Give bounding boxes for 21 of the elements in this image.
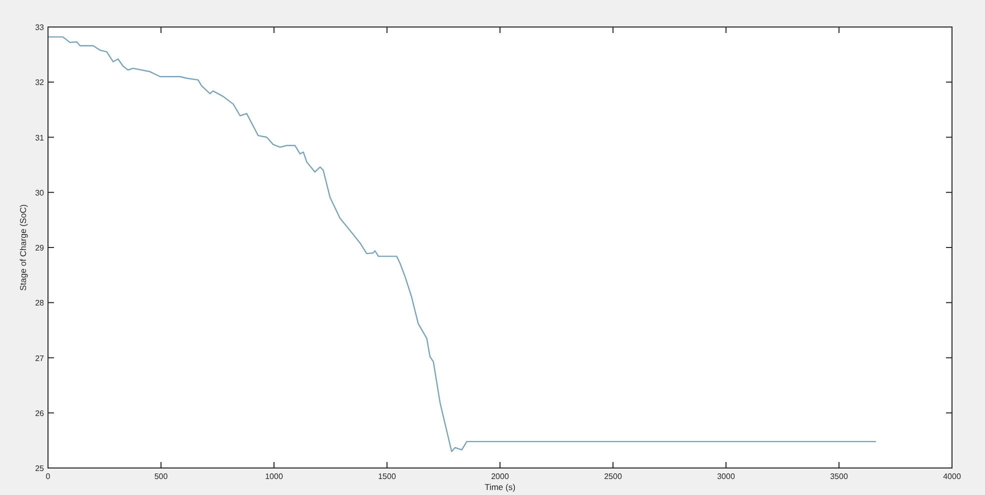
x-axis-title: Time (s) (484, 482, 516, 492)
y-tick-label: 26 (35, 408, 45, 418)
y-tick-label: 25 (35, 464, 45, 473)
x-tick-label: 2500 (604, 472, 622, 481)
x-tick-label: 2000 (491, 472, 510, 481)
y-tick-label: 33 (35, 23, 45, 32)
y-tick-label: 29 (35, 244, 45, 252)
x-tick-label: 1500 (378, 472, 396, 481)
y-tick-label: 31 (35, 133, 45, 142)
x-tick-label: 4000 (943, 472, 962, 481)
y-axis-title: Stage of Charge (SoC) (18, 204, 28, 291)
x-tick-label: 500 (154, 472, 168, 481)
y-tick-label: 28 (35, 298, 45, 308)
x-tick-label: 3500 (830, 472, 848, 481)
line-series (47, 36, 877, 452)
y-tick-label: 30 (35, 188, 45, 198)
x-tick-label: 0 (46, 472, 51, 481)
x-tick-label: 1000 (265, 472, 284, 481)
y-tick-label: 32 (35, 78, 45, 88)
y-tick-label: 27 (35, 354, 45, 363)
x-tick-label: 3000 (717, 472, 736, 481)
